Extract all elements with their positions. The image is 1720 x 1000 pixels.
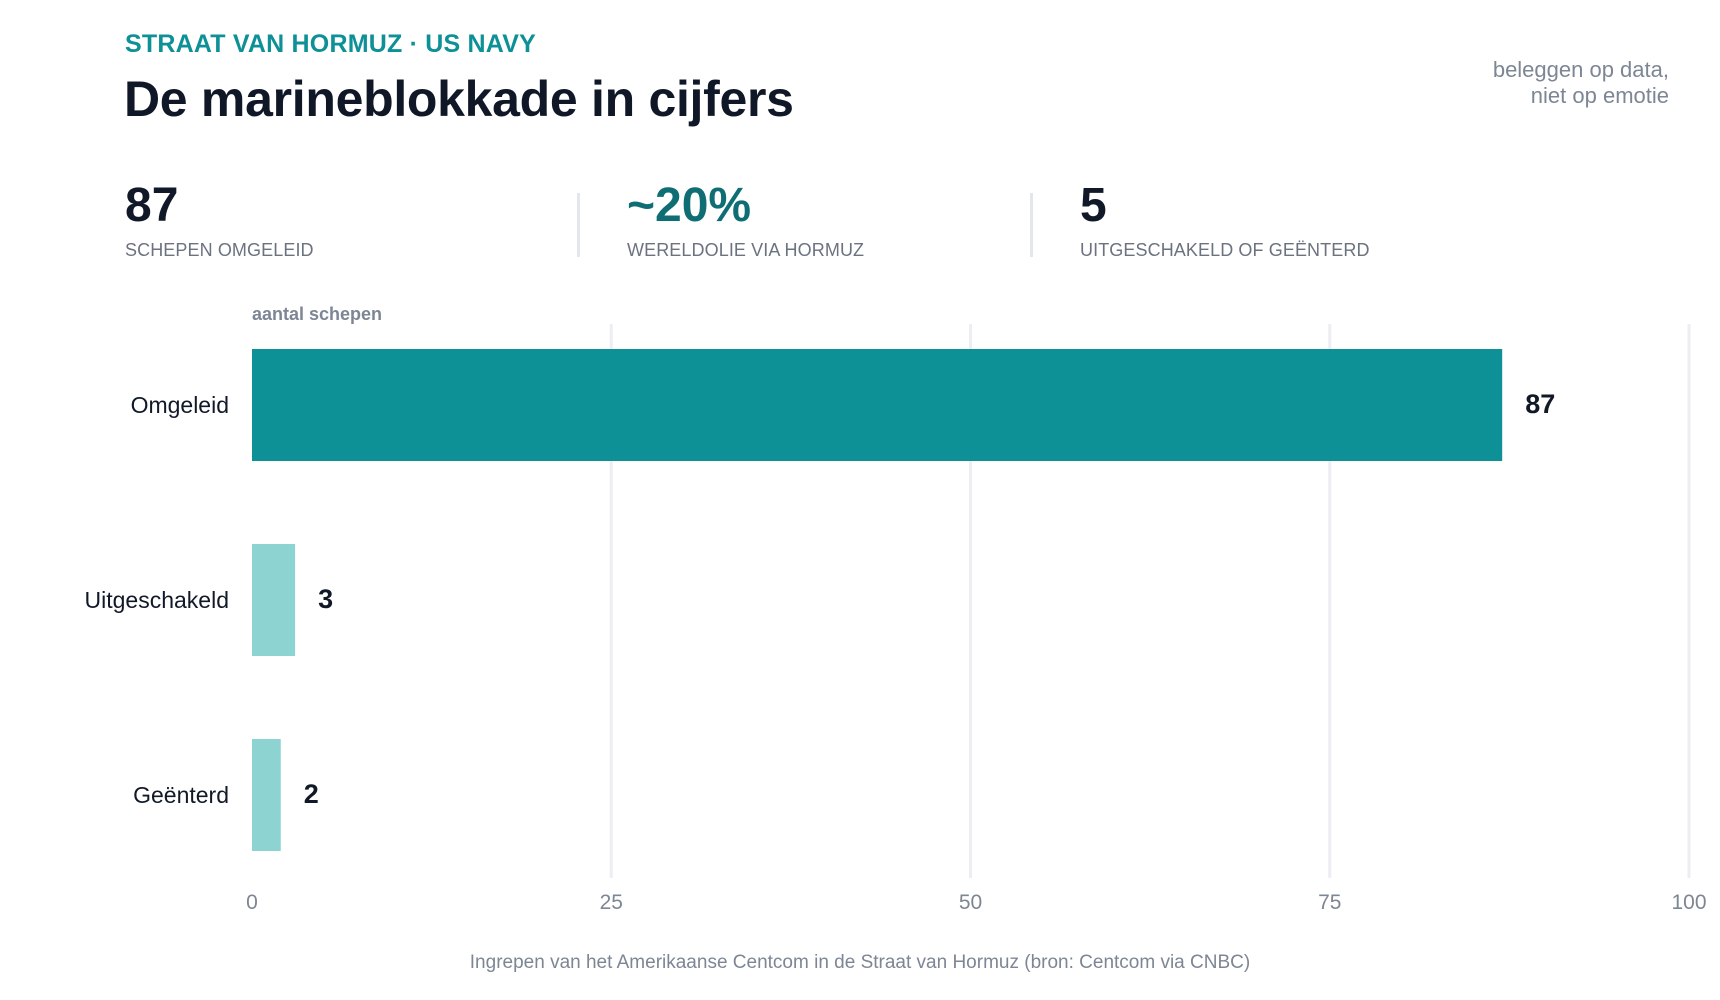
bar [252, 544, 296, 656]
value-label: 87 [1525, 389, 1555, 419]
tagline-line-1: beleggen op data, [1492, 57, 1669, 82]
category-label: Omgeleid [131, 392, 229, 418]
kpi-value: 87 [125, 179, 179, 232]
tagline-line-2: niet op emotie [1530, 83, 1669, 108]
kpi-disabled-boarded: 5 UITGESCHAKELD OF GEËNTERD [1080, 178, 1370, 261]
x-tick-label: 50 [959, 891, 982, 914]
kpi-value: ~20% [627, 179, 752, 232]
kpi-label: UITGESCHAKELD OF GEËNTERD [1080, 240, 1370, 260]
kpi-ships-diverted: 87 SCHEPEN OMGELEID [125, 178, 314, 261]
value-label: 3 [318, 584, 333, 614]
brand-tagline: beleggen op data, niet op emotie [1493, 57, 1669, 109]
category-label: Geënterd [133, 782, 229, 808]
x-tick-label: 75 [1318, 891, 1341, 914]
bar [252, 739, 281, 851]
bar [252, 349, 1503, 461]
chart-title: De marineblokkade in cijfers [124, 71, 794, 127]
chart-kicker: STRAAT VAN HORMUZ · US NAVY [125, 30, 536, 58]
kpi-value: 5 [1080, 179, 1107, 232]
axis-title: aantal schepen [252, 304, 382, 324]
value-label: 2 [304, 779, 319, 809]
kpi-label: WERELDOLIE VIA HORMUZ [627, 240, 865, 260]
kpi-world-oil: ~20% WERELDOLIE VIA HORMUZ [627, 178, 864, 261]
kpi-label: SCHEPEN OMGELEID [125, 240, 314, 260]
x-tick-label: 100 [1671, 891, 1706, 914]
x-tick-label: 25 [600, 891, 623, 914]
x-tick-label: 0 [246, 891, 258, 914]
category-label: Uitgeschakeld [85, 587, 229, 613]
chart-source-note: Ingrepen van het Amerikaanse Centcom in … [469, 952, 1251, 973]
kpi-divider [577, 193, 580, 257]
kpi-divider [1030, 193, 1033, 257]
